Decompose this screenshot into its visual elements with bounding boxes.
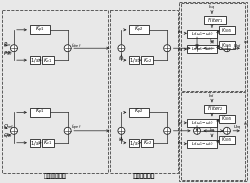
Bar <box>219 26 235 34</box>
Text: $u_{rq}$: $u_{rq}$ <box>233 124 241 133</box>
Text: $i_{rq}$: $i_{rq}$ <box>208 126 215 136</box>
Text: $1/s$: $1/s$ <box>130 56 139 64</box>
Circle shape <box>118 45 125 52</box>
Text: $K_{c2}$: $K_{c2}$ <box>142 138 152 147</box>
Bar <box>110 10 178 173</box>
Text: $i_{rd}$: $i_{rd}$ <box>118 54 125 63</box>
Text: $K_{c1}$: $K_{c1}$ <box>43 138 52 147</box>
Text: $Filter_1$: $Filter_1$ <box>207 16 223 25</box>
Circle shape <box>64 45 71 52</box>
Text: $Q_{in}$: $Q_{in}$ <box>3 131 12 140</box>
Text: $L_s(\omega_1{-}\omega_k)$: $L_s(\omega_1{-}\omega_k)$ <box>190 45 214 53</box>
Circle shape <box>224 45 230 52</box>
Text: $K_{c1}$: $K_{c1}$ <box>43 56 52 65</box>
Text: $i_{dref}$: $i_{dref}$ <box>71 41 81 50</box>
Text: $P_{in}$: $P_{in}$ <box>3 40 11 49</box>
Circle shape <box>10 127 18 134</box>
Text: $i_{rd}$: $i_{rd}$ <box>177 45 184 54</box>
Bar <box>30 108 50 117</box>
Text: $K_{p2}$: $K_{p2}$ <box>134 25 144 35</box>
Text: $i_{rd}$: $i_{rd}$ <box>208 92 216 100</box>
Circle shape <box>164 45 171 52</box>
Text: $i_{sq}$: $i_{sq}$ <box>208 2 216 12</box>
Text: 内环电流控制: 内环电流控制 <box>134 174 155 179</box>
Bar <box>219 115 235 123</box>
Bar <box>187 45 217 53</box>
Text: $i_{rq}$: $i_{rq}$ <box>177 139 184 149</box>
Text: $K_{p2}$: $K_{p2}$ <box>134 107 144 117</box>
Bar <box>219 136 235 144</box>
Text: $P_{ref}$: $P_{ref}$ <box>3 49 14 58</box>
Bar <box>187 140 217 148</box>
Text: $K_{SVS}$: $K_{SVS}$ <box>221 41 232 50</box>
Text: $K_{SVS}$: $K_{SVS}$ <box>221 114 232 123</box>
Text: 外环动率控制: 外环动率控制 <box>45 174 66 179</box>
Text: $K_{SVS}$: $K_{SVS}$ <box>221 135 232 144</box>
Text: $K_{c2}$: $K_{c2}$ <box>142 56 152 65</box>
Text: $K_{p1}$: $K_{p1}$ <box>35 25 45 35</box>
Circle shape <box>224 127 230 134</box>
Text: $L_s(\omega_1{-}\omega_k)$: $L_s(\omega_1{-}\omega_k)$ <box>190 31 214 38</box>
Text: $K_{SVS}$: $K_{SVS}$ <box>221 26 232 35</box>
Text: $Filter_2$: $Filter_2$ <box>207 104 223 113</box>
Circle shape <box>118 127 125 134</box>
Text: $i_{qref}$: $i_{qref}$ <box>71 123 81 133</box>
Bar <box>179 2 247 181</box>
Text: 外环动率控制: 外环动率控制 <box>44 174 66 179</box>
Bar <box>129 56 139 64</box>
Bar <box>129 108 149 117</box>
Text: $L_s(\omega_1{-}\omega_k)$: $L_s(\omega_1{-}\omega_k)$ <box>190 119 214 127</box>
Bar <box>141 56 153 64</box>
Bar <box>141 139 153 147</box>
Text: $i_{rq}$: $i_{rq}$ <box>208 37 215 47</box>
Bar <box>181 3 245 91</box>
Bar <box>30 139 40 147</box>
Text: $1/s$: $1/s$ <box>30 56 40 64</box>
Text: $i_{rq}$: $i_{rq}$ <box>118 136 125 146</box>
Bar <box>187 119 217 127</box>
Bar <box>187 30 217 38</box>
Bar <box>129 139 139 147</box>
Text: $L_s(\omega_1{-}\omega_k)$: $L_s(\omega_1{-}\omega_k)$ <box>190 140 214 147</box>
Text: $i_{rq}$: $i_{rq}$ <box>243 120 249 129</box>
Bar <box>204 105 226 113</box>
Text: $1/s$: $1/s$ <box>30 139 40 147</box>
Circle shape <box>194 127 200 134</box>
Bar <box>129 25 149 34</box>
Bar <box>181 92 245 180</box>
Circle shape <box>164 127 171 134</box>
Text: $K_{p1}$: $K_{p1}$ <box>35 107 45 117</box>
Bar <box>2 10 108 173</box>
Circle shape <box>64 127 71 134</box>
Circle shape <box>194 45 200 52</box>
Bar <box>42 56 54 64</box>
Text: $i_{rd}$: $i_{rd}$ <box>177 118 184 127</box>
Text: 内环电流控制: 内环电流控制 <box>133 174 156 179</box>
Bar <box>219 41 235 49</box>
Circle shape <box>10 45 18 52</box>
Bar <box>30 25 50 34</box>
Text: $i_{rd}$: $i_{rd}$ <box>243 38 249 46</box>
Text: $i_{rq}$: $i_{rq}$ <box>177 28 184 38</box>
Bar <box>42 139 54 147</box>
Text: $u_{rd}$: $u_{rd}$ <box>233 42 241 50</box>
Bar <box>30 56 40 64</box>
Text: $Q_{ref}$: $Q_{ref}$ <box>3 122 15 131</box>
Bar <box>204 16 226 24</box>
Text: $1/s$: $1/s$ <box>130 139 139 147</box>
